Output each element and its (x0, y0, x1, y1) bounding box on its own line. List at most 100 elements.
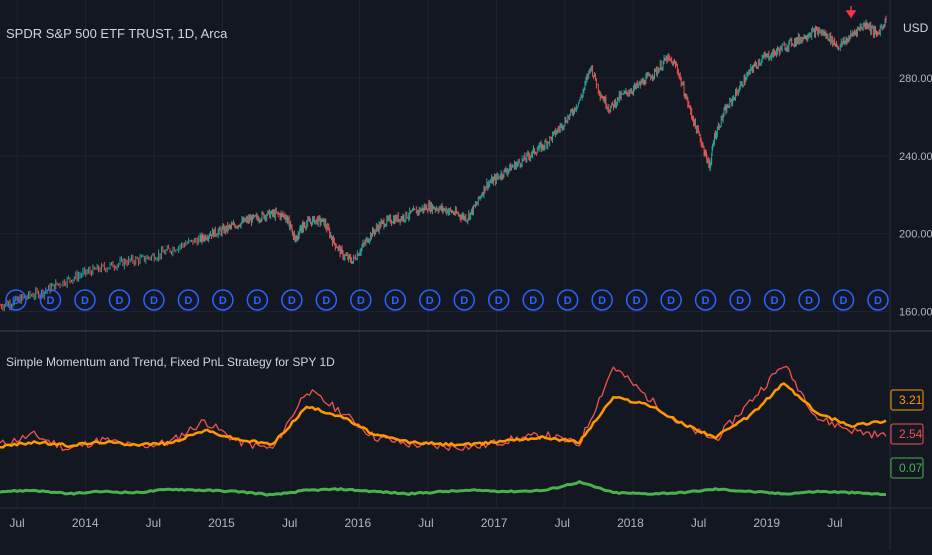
dividend-marker[interactable]: D (384, 289, 407, 311)
last-value-badge (890, 457, 924, 479)
dividend-marker[interactable]: D (177, 289, 200, 311)
x-tick-label: 2017 (481, 516, 508, 530)
dividend-marker-label: D (633, 295, 641, 307)
dividend-marker[interactable]: D (246, 289, 269, 311)
x-tick-label: 2019 (753, 516, 780, 530)
dividend-marker-label: D (426, 295, 434, 307)
dividend-marker-label: D (529, 295, 537, 307)
dividend-marker-ring (763, 289, 786, 311)
dividend-marker-label: D (771, 295, 779, 307)
dividend-marker-label: D (805, 295, 813, 307)
dividend-marker[interactable]: D (419, 289, 441, 311)
dividend-marker-ring (798, 289, 820, 311)
dividend-marker-ring (453, 289, 475, 311)
x-tick-label: Jul (282, 516, 297, 530)
dividend-marker[interactable]: D (625, 289, 648, 311)
x-tick-label: 2015 (208, 516, 235, 530)
dividend-marker-label: D (47, 295, 55, 307)
y-axis-labels[interactable]: 160.00 200.00 240.00 280.00 (899, 73, 932, 319)
last-value-text: 2.54 (899, 427, 923, 441)
dividend-marker-label: D (81, 295, 89, 307)
x-tick-label: Jul (827, 516, 842, 530)
dividend-marker-ring (625, 289, 648, 311)
dividend-marker-label: D (12, 295, 20, 307)
y-tick-label: 240.00 (899, 151, 932, 163)
indicator-series-line (0, 382, 887, 449)
dividend-marker[interactable]: D (39, 289, 62, 311)
dividend-marker[interactable]: D (350, 289, 372, 311)
dividend-marker-ring (246, 289, 269, 311)
dividend-marker[interactable]: D (487, 289, 510, 311)
dividend-marker[interactable]: D (660, 289, 682, 311)
dividend-marker-label: D (322, 295, 330, 307)
currency-label[interactable]: USD (903, 21, 929, 35)
indicator-title: Simple Momentum and Trend, Fixed PnL Str… (6, 355, 335, 369)
x-axis-labels[interactable]: Jul 2014 Jul 2015 Jul 2016 Jul 2017 Jul 2018 Jul 20… (9, 516, 842, 530)
y-tick-label: 280.00 (899, 73, 932, 85)
dividend-marker[interactable]: D (694, 289, 717, 311)
dividend-marker[interactable]: D (867, 289, 889, 311)
dividend-marker[interactable]: D (798, 289, 820, 311)
last-value-badges: 3.21 2.54 0.07 (890, 389, 924, 479)
dividend-marker[interactable]: D (5, 289, 27, 311)
last-value-text: 0.07 (899, 461, 923, 475)
dividend-marker-ring (384, 289, 407, 311)
dividend-marker-ring (5, 289, 27, 311)
sell-signal-arrow[interactable] (845, 6, 857, 19)
indicator-layer (0, 365, 887, 497)
dividend-marker-ring (212, 289, 234, 311)
dividend-marker-label: D (219, 295, 227, 307)
dividend-marker[interactable]: D (281, 289, 303, 311)
dividend-marker[interactable]: D (729, 289, 751, 311)
last-value-badge (890, 389, 924, 411)
dividend-marker-ring (660, 289, 682, 311)
dividend-marker-label: D (253, 295, 261, 307)
dividend-marker[interactable]: D (143, 289, 165, 311)
dividend-marker-ring (729, 289, 751, 311)
dividend-marker-ring (281, 289, 303, 311)
dividend-marker-ring (487, 289, 510, 311)
dividend-marker-label: D (840, 295, 848, 307)
dividend-marker-ring (832, 289, 855, 311)
dividend-marker[interactable]: D (763, 289, 786, 311)
dividend-marker-label: D (391, 295, 399, 307)
x-tick-label: 2014 (72, 516, 99, 530)
dividend-marker[interactable]: D (212, 289, 234, 311)
dividend-marker-ring (694, 289, 717, 311)
x-tick-label: Jul (146, 516, 161, 530)
y-tick-label: 200.00 (899, 229, 932, 241)
dividend-marker[interactable]: D (108, 289, 131, 311)
dividend-marker[interactable]: D (453, 289, 475, 311)
y-tick-label: 160.00 (899, 307, 932, 319)
x-tick-label: 2018 (617, 516, 644, 530)
dividend-marker-ring (419, 289, 441, 311)
dividend-marker-label: D (598, 295, 606, 307)
dividend-marker-label: D (288, 295, 296, 307)
dividend-marker-label: D (702, 295, 710, 307)
dividend-marker-label: D (667, 295, 675, 307)
dividend-marker[interactable]: D (74, 289, 96, 311)
x-tick-label: Jul (9, 516, 24, 530)
dividend-marker-ring (315, 289, 338, 311)
dividend-marker-ring (143, 289, 165, 311)
dividend-marker-label: D (460, 295, 468, 307)
dividend-marker-ring (39, 289, 62, 311)
last-value-badge (890, 423, 924, 445)
dividend-marker[interactable]: D (315, 289, 338, 311)
dividend-marker-label: D (357, 295, 365, 307)
dividend-marker[interactable]: D (522, 289, 544, 311)
dividend-marker-ring (350, 289, 372, 311)
dividend-marker-label: D (495, 295, 503, 307)
dividend-marker[interactable]: D (591, 289, 613, 311)
dividend-marker[interactable]: D (556, 289, 579, 311)
dividend-marker-ring (591, 289, 613, 311)
dividend-marker-ring (74, 289, 96, 311)
x-tick-label: Jul (691, 516, 706, 530)
x-tick-label: 2016 (344, 516, 371, 530)
x-tick-label: Jul (555, 516, 570, 530)
dividend-marker[interactable]: D (832, 289, 855, 311)
x-tick-label: Jul (418, 516, 433, 530)
